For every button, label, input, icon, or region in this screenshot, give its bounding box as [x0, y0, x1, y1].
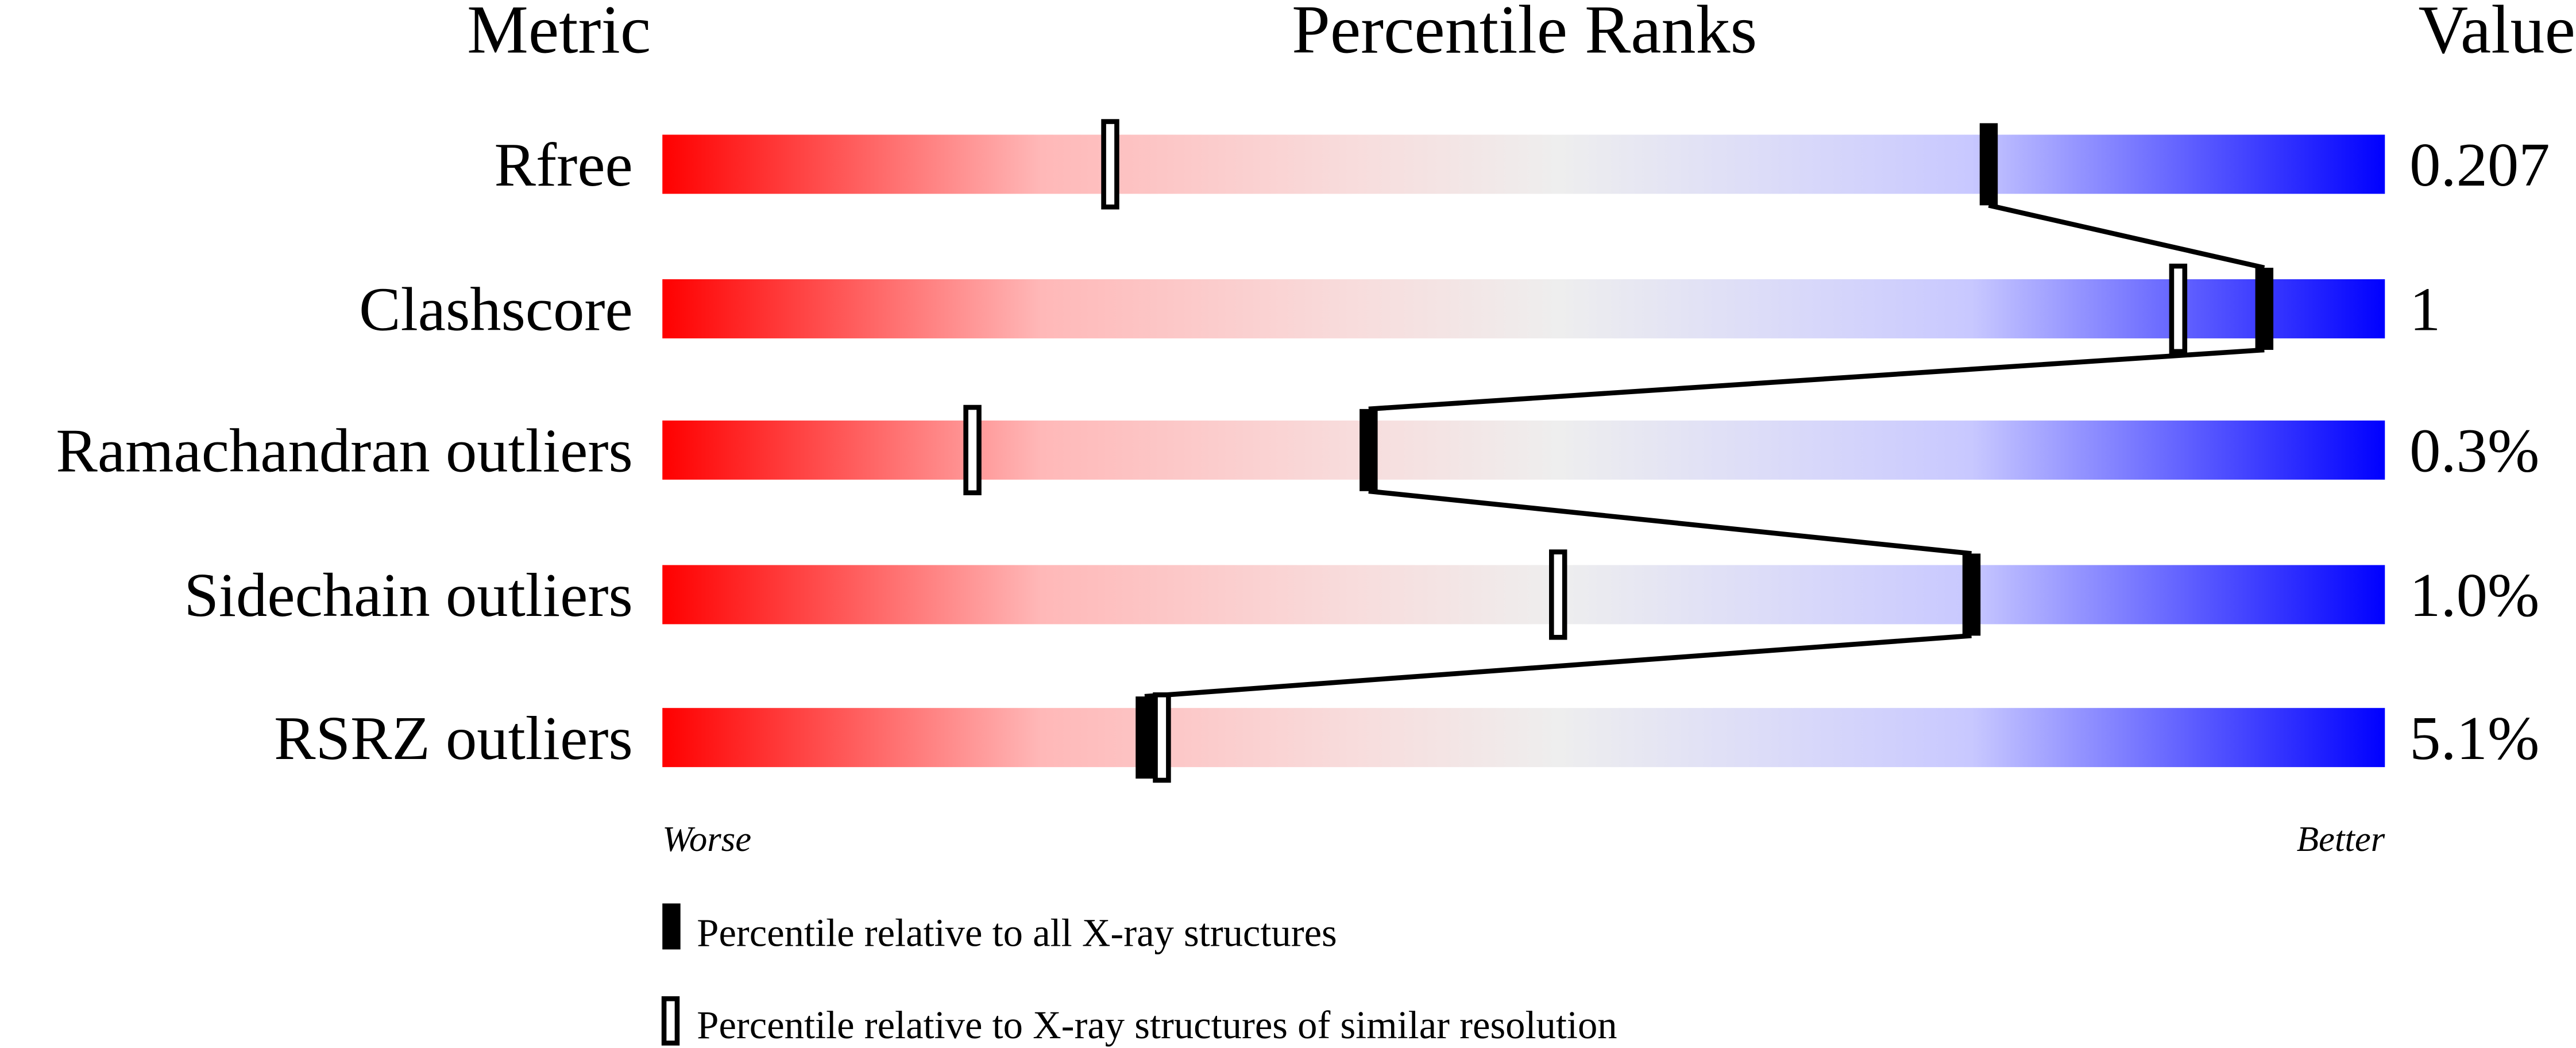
marker-all-xray: [2255, 268, 2274, 350]
metric-label: Rfree: [495, 130, 633, 199]
legend-hollow-marker: [661, 996, 680, 1046]
marker-all-xray: [1360, 409, 1378, 491]
connector-line: [1368, 347, 2265, 412]
metric-value: 0.207: [2409, 130, 2550, 199]
header-value: Value: [2419, 0, 2575, 67]
marker-similar-resolution: [1101, 119, 1119, 210]
metric-value: 5.1%: [2409, 704, 2539, 773]
percentile-bar: [662, 420, 2385, 480]
connector-line: [1368, 488, 1972, 556]
connector-lines: [1144, 203, 2265, 699]
metric-value: 1.0%: [2409, 561, 2539, 630]
legend-filled-marker: [662, 903, 681, 950]
marker-all-xray: [1136, 696, 1154, 779]
header-percentile-ranks: Percentile Ranks: [1292, 0, 1757, 67]
marker-similar-resolution: [1153, 692, 1171, 783]
axis-label-worse: Worse: [662, 819, 751, 859]
marker-all-xray: [1979, 123, 1998, 206]
percentile-bar: [662, 708, 2385, 768]
markers: [963, 119, 2274, 783]
marker-similar-resolution: [2169, 263, 2188, 355]
percentile-bar: [662, 565, 2385, 625]
metric-label: RSRZ outliers: [274, 704, 633, 773]
header-metric: Metric: [467, 0, 651, 67]
marker-all-xray: [1962, 553, 1981, 636]
legend-label-similar: Percentile relative to X-ray structures …: [697, 1003, 1617, 1047]
connector-line: [1988, 203, 2265, 271]
metric-label: Clashscore: [359, 275, 633, 344]
percentile-bar: [662, 134, 2385, 194]
legend-label-all: Percentile relative to all X-ray structu…: [697, 911, 1337, 955]
marker-similar-resolution: [963, 404, 982, 495]
connector-line: [1144, 633, 1972, 699]
percentile-bar: [662, 279, 2385, 338]
metric-label: Ramachandran outliers: [56, 417, 632, 486]
rows: Rfree 0.207 Clashscore 1 Ramachandran outlie…: [56, 130, 2550, 773]
metric-value: 0.3%: [2409, 417, 2539, 486]
marker-similar-resolution: [1549, 549, 1567, 640]
axis-label-better: Better: [2297, 819, 2385, 859]
metric-value: 1: [2409, 275, 2440, 344]
metric-label: Sidechain outliers: [184, 561, 632, 630]
